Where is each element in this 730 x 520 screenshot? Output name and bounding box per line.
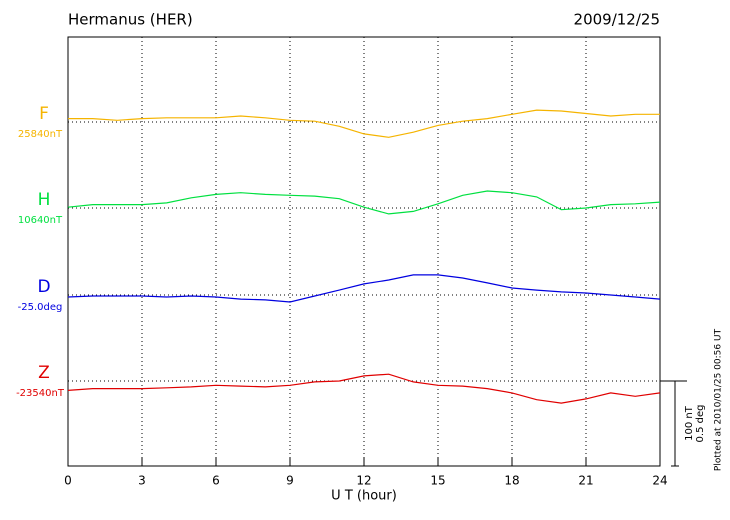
baseline-label: 25840nT bbox=[18, 129, 63, 140]
series-name: D bbox=[37, 277, 50, 297]
x-tick-label: 9 bbox=[286, 474, 294, 488]
x-tick-label: 12 bbox=[356, 474, 371, 488]
x-tick-label: 24 bbox=[652, 474, 667, 488]
x-tick-label: 0 bbox=[64, 474, 72, 488]
series-name: Z bbox=[38, 363, 50, 383]
x-tick-label: 18 bbox=[504, 474, 519, 488]
x-axis-label: U T (hour) bbox=[331, 489, 397, 504]
x-tick-label: 6 bbox=[212, 474, 220, 488]
baseline-label: -25.0deg bbox=[18, 302, 63, 313]
series-line bbox=[67, 190, 661, 215]
baseline-label: -23540nT bbox=[16, 388, 65, 399]
series-line bbox=[68, 109, 660, 138]
series-name: F bbox=[39, 104, 49, 124]
scale-bar-label: 0.5 deg bbox=[695, 405, 706, 443]
x-tick-label: 3 bbox=[138, 474, 146, 488]
plot-note: Plotted at 2010/01/25 00:56 UT bbox=[714, 328, 724, 471]
scale-bar-label: 100 nT bbox=[684, 405, 695, 441]
baseline-label: 10640nT bbox=[18, 215, 63, 226]
x-tick-label: 21 bbox=[578, 474, 593, 488]
chart-date: 2009/12/25 bbox=[574, 11, 660, 29]
series-name: H bbox=[38, 190, 51, 210]
x-tick-label: 15 bbox=[430, 474, 445, 488]
series-line bbox=[67, 373, 661, 404]
series-line bbox=[67, 274, 661, 303]
chart-title: Hermanus (HER) bbox=[68, 11, 193, 29]
